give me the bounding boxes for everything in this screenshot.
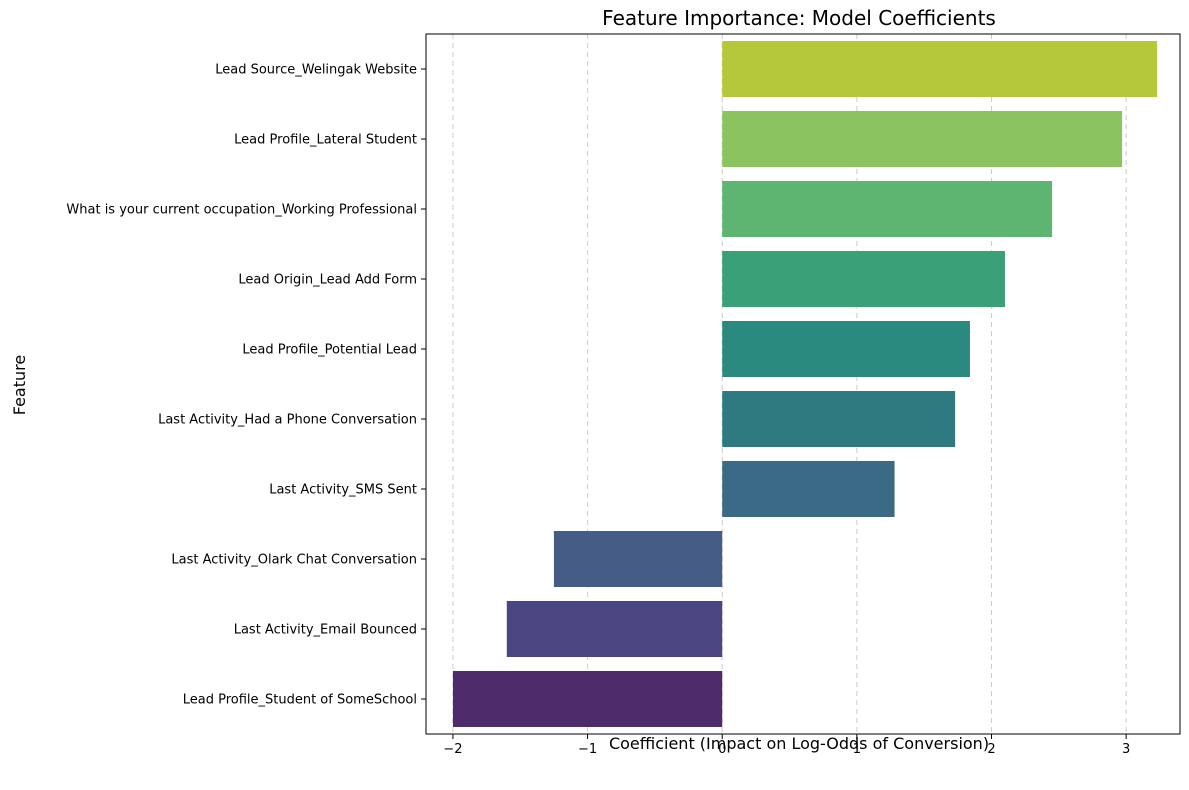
- y-tick-label: Lead Profile_Student of SomeSchool: [183, 693, 417, 708]
- bar: [722, 251, 1005, 307]
- x-tick-label: −2: [443, 742, 462, 757]
- chart-title: Feature Importance: Model Coefficients: [602, 6, 996, 30]
- y-tick-label: Last Activity_SMS Sent: [269, 483, 417, 498]
- bar: [722, 461, 895, 517]
- plot-frame: [425, 33, 1181, 735]
- y-tick-label: Last Activity_Had a Phone Conversation: [158, 413, 417, 428]
- x-tick-label: 1: [853, 742, 861, 757]
- bar: [722, 391, 956, 447]
- y-ticks: Lead Source_Welingak Website Lead Profile…: [66, 63, 426, 708]
- y-tick-label: Last Activity_Olark Chat Conversation: [171, 553, 417, 568]
- x-tick-label: 3: [1122, 742, 1130, 757]
- bar: [506, 601, 723, 657]
- bars: [452, 41, 1158, 727]
- bar: [722, 41, 1158, 97]
- x-axis-label: Coefficient (Impact on Log-Odds of Conve…: [609, 734, 989, 753]
- y-tick-label: Last Activity_Email Bounced: [234, 623, 417, 638]
- x-tick-label: 0: [718, 742, 726, 757]
- bar: [452, 671, 723, 727]
- bar: [722, 181, 1053, 237]
- y-tick-label: Lead Origin_Lead Add Form: [238, 273, 417, 288]
- bar: [722, 111, 1123, 167]
- x-tick-label: 2: [987, 742, 995, 757]
- x-ticks: −2 −1 0 1 2 3: [443, 734, 1130, 757]
- y-tick-label: Lead Profile_Potential Lead: [242, 343, 417, 358]
- axes-frame: [425, 33, 1181, 735]
- y-tick-label: What is your current occupation_Working …: [66, 203, 417, 218]
- x-tick-label: −1: [578, 742, 597, 757]
- bar: [553, 531, 723, 587]
- y-tick-label: Lead Profile_Lateral Student: [234, 133, 417, 148]
- y-tick-label: Lead Source_Welingak Website: [215, 63, 417, 78]
- y-axis-label: Feature: [10, 355, 29, 415]
- bar: [722, 321, 970, 377]
